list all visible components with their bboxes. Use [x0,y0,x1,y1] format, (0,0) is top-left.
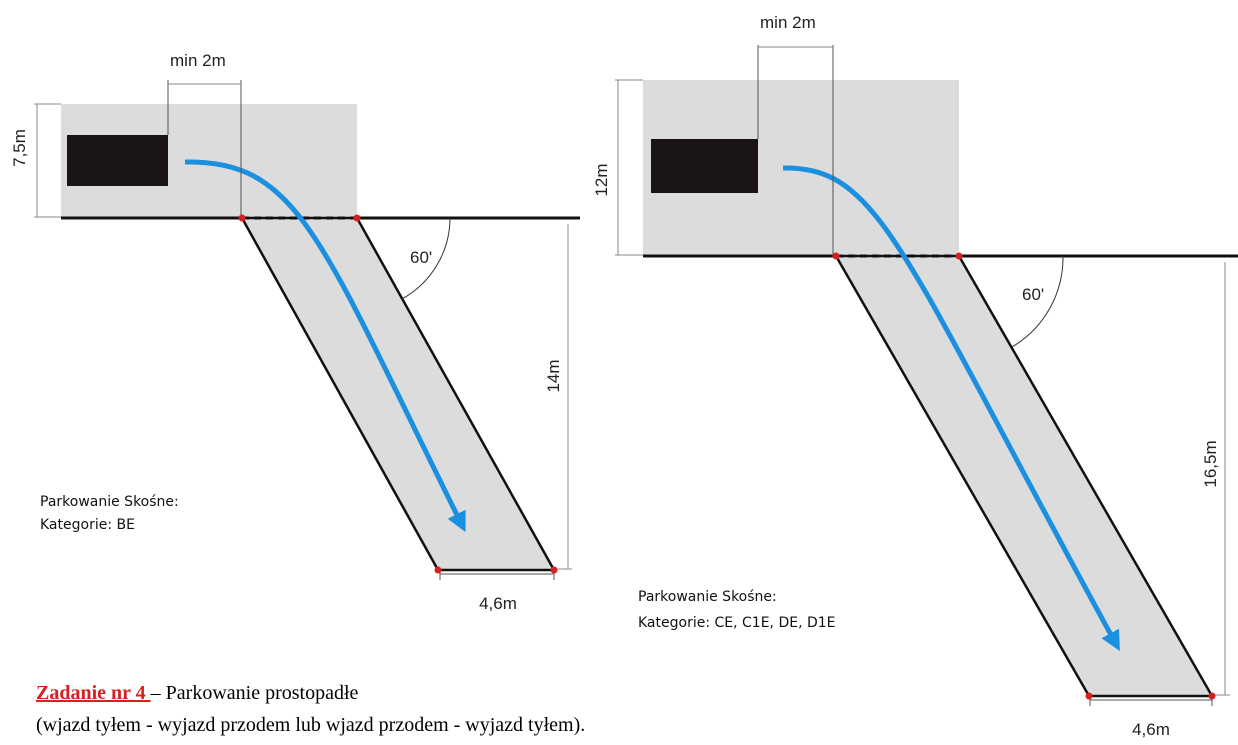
drive-arrow-right [782,165,1120,652]
caption-right: Parkowanie Skośne: Kategorie: CE, C1E, D… [638,584,836,636]
depth-label-left: 7,5m [10,129,29,167]
vehicle-right [651,139,758,193]
gap-label-right: min 2m [760,13,816,32]
task-description: (wjazd tyłem - wyjazd przodem lub wjazd … [36,714,586,736]
task-title: Zadanie nr 4 [36,682,151,704]
length-label-left: 14m [544,359,563,392]
gap-label-left: min 2m [170,51,226,70]
task-title-rest: – Parkowanie prostopadłe [150,682,359,704]
task-heading: Zadanie nr 4 – Parkowanie prostopadłe [36,682,358,705]
caption-right-line1: Parkowanie Skośne: [638,589,777,605]
width-label-left: 4,6m [479,594,517,613]
angle-arc-left [401,217,451,300]
corner-marker-right-2 [955,252,963,260]
caption-right-line2: Kategorie: CE, C1E, DE, D1E [638,615,836,631]
caption-left: Parkowanie Skośne: Kategorie: BE [40,491,179,537]
caption-left-line1: Parkowanie Skośne: [40,494,179,510]
angle-label-left: 60' [410,248,432,267]
corner-marker-left-1 [238,214,246,222]
corner-marker-right-4 [1208,692,1216,700]
width-label-right: 4,6m [1132,720,1170,739]
angle-label-right: 60' [1022,285,1044,304]
vehicle-left [67,135,168,186]
corner-marker-right-1 [832,252,840,260]
angle-arc-right [1011,255,1064,348]
diagram-left: min 2m 7,5m 60' 14m 4,6m [10,51,580,613]
drive-arrow-left [184,159,466,533]
diagram-right: min 2m 12m 60' 16,5m 4,6m [592,13,1238,739]
length-label-right: 16,5m [1201,440,1220,487]
corner-marker-left-3 [434,566,442,574]
caption-left-line2: Kategorie: BE [40,517,135,533]
depth-label-right: 12m [592,163,611,196]
corner-marker-right-3 [1085,692,1093,700]
corner-marker-left-2 [353,214,361,222]
corner-marker-left-4 [550,566,558,574]
